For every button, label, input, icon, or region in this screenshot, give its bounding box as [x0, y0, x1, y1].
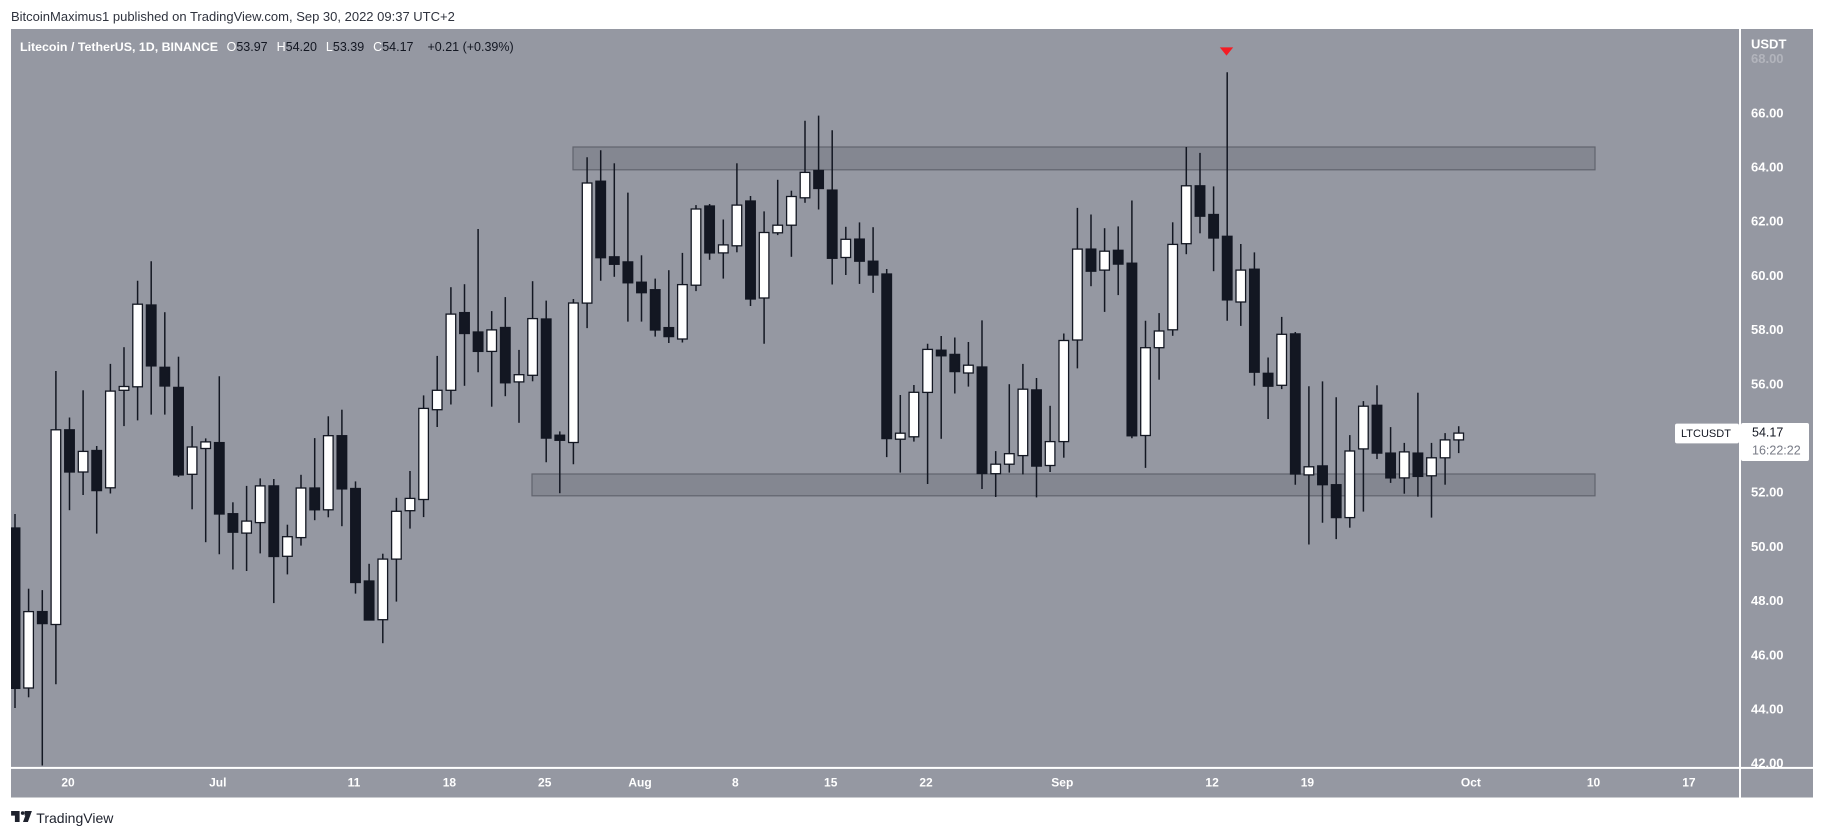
- svg-text:42.00: 42.00: [1751, 756, 1784, 771]
- svg-text:12: 12: [1205, 776, 1219, 790]
- svg-text:22: 22: [919, 776, 933, 790]
- svg-text:8: 8: [732, 776, 739, 790]
- svg-text:68.00: 68.00: [1751, 51, 1784, 66]
- svg-text:TradingView: TradingView: [36, 810, 114, 826]
- svg-text:11: 11: [348, 776, 361, 790]
- svg-text:20: 20: [61, 776, 75, 790]
- svg-text:56.00: 56.00: [1751, 376, 1784, 391]
- svg-text:15: 15: [824, 776, 838, 790]
- svg-text:Litecoin / TetherUS, 1D, BINAN: Litecoin / TetherUS, 1D, BINANCE: [20, 40, 218, 54]
- svg-text:Aug: Aug: [628, 776, 651, 790]
- svg-text:16:22:22: 16:22:22: [1752, 444, 1801, 458]
- svg-text:54.17: 54.17: [1752, 426, 1783, 440]
- svg-text:Jul: Jul: [209, 776, 226, 790]
- svg-text:LTCUSDT: LTCUSDT: [1681, 428, 1731, 440]
- svg-text:19: 19: [1301, 776, 1315, 790]
- svg-text:10: 10: [1587, 776, 1601, 790]
- svg-text:25: 25: [538, 776, 552, 790]
- svg-text:66.00: 66.00: [1751, 105, 1784, 120]
- svg-text:52.00: 52.00: [1751, 485, 1784, 500]
- svg-text:50.00: 50.00: [1751, 539, 1784, 554]
- svg-text:Sep: Sep: [1051, 776, 1073, 790]
- svg-text:USDT: USDT: [1751, 37, 1786, 52]
- svg-text:18: 18: [443, 776, 457, 790]
- svg-text:60.00: 60.00: [1751, 268, 1784, 283]
- svg-text:58.00: 58.00: [1751, 322, 1784, 337]
- svg-text:62.00: 62.00: [1751, 214, 1784, 229]
- svg-text:44.00: 44.00: [1751, 702, 1784, 717]
- svg-text:Oct: Oct: [1461, 776, 1481, 790]
- svg-text:46.00: 46.00: [1751, 647, 1784, 662]
- svg-text:64.00: 64.00: [1751, 160, 1784, 175]
- svg-text:17: 17: [1682, 776, 1696, 790]
- svg-text:48.00: 48.00: [1751, 593, 1784, 608]
